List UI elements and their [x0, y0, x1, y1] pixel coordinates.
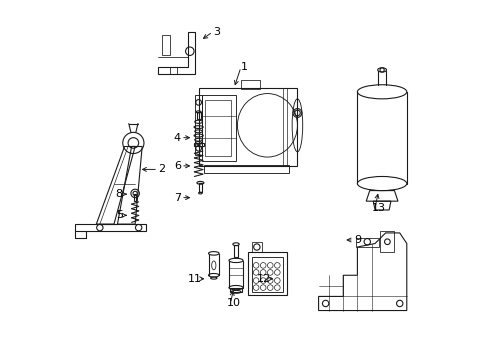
Bar	[233, 244, 238, 257]
Bar	[198, 183, 202, 192]
Bar	[204, 100, 231, 156]
Ellipse shape	[197, 181, 203, 184]
Bar	[203, 165, 288, 173]
Bar	[202, 95, 235, 161]
Text: 10: 10	[226, 298, 241, 309]
Text: 5: 5	[116, 210, 122, 220]
Text: 9: 9	[353, 235, 360, 245]
Bar	[196, 112, 201, 119]
Text: 3: 3	[212, 27, 219, 37]
Text: 7: 7	[174, 193, 181, 203]
Bar	[241, 80, 260, 89]
Bar	[380, 231, 394, 252]
Text: 11: 11	[188, 274, 202, 284]
Bar	[251, 242, 262, 252]
Bar	[161, 35, 170, 55]
Bar	[247, 252, 286, 294]
Bar	[355, 238, 378, 247]
Bar	[230, 288, 241, 292]
Bar	[193, 143, 203, 147]
Text: 8: 8	[116, 189, 122, 199]
Bar	[195, 95, 202, 155]
Text: 6: 6	[174, 161, 181, 171]
Text: 13: 13	[371, 203, 385, 213]
Bar	[134, 194, 136, 201]
Text: 12: 12	[256, 274, 270, 284]
Text: 2: 2	[158, 165, 165, 174]
Text: 1: 1	[241, 62, 247, 72]
Bar	[251, 257, 283, 292]
Text: 4: 4	[174, 133, 181, 143]
